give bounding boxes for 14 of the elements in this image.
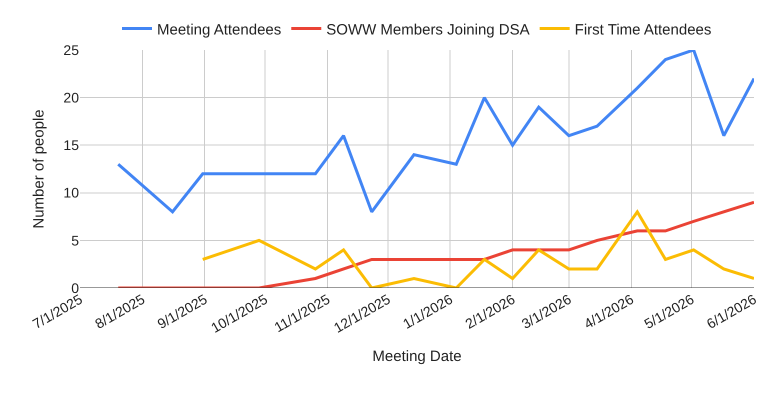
y-tick-label: 20 xyxy=(63,90,80,106)
line-series xyxy=(116,200,754,288)
legend-label: SOWW Members Joining DSA xyxy=(326,21,530,38)
y-tick-label: 5 xyxy=(71,232,80,248)
y-tick-label: 0 xyxy=(71,280,80,296)
y-tick-label: 15 xyxy=(63,137,80,154)
y-axis-title: Number of people xyxy=(30,109,48,229)
y-tick-label: 25 xyxy=(63,42,80,58)
legend-label: Meeting Attendees xyxy=(157,21,282,38)
y-tick-label: 10 xyxy=(63,184,80,201)
legend-label: First Time Attendees xyxy=(574,21,712,38)
line-series xyxy=(201,210,754,288)
line-series xyxy=(116,50,754,214)
x-axis-title: Meeting Date xyxy=(372,348,462,365)
